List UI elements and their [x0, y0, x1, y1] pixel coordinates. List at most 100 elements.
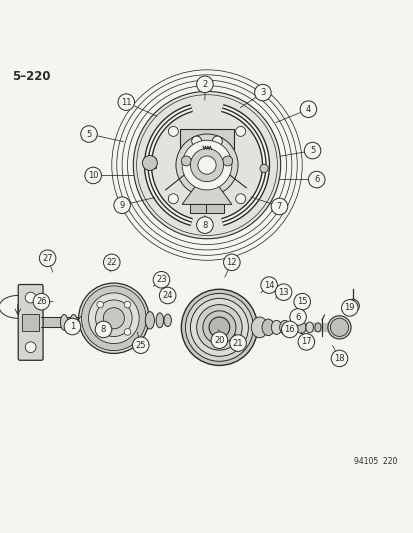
Circle shape: [223, 254, 240, 271]
Text: 3: 3: [260, 88, 265, 97]
Circle shape: [185, 293, 253, 361]
Circle shape: [341, 300, 357, 316]
Circle shape: [293, 293, 310, 310]
Ellipse shape: [261, 319, 274, 336]
Circle shape: [308, 171, 324, 188]
Text: 26: 26: [36, 297, 47, 306]
Circle shape: [114, 197, 130, 214]
Text: 9: 9: [119, 201, 124, 209]
Circle shape: [259, 164, 268, 173]
Circle shape: [190, 149, 223, 182]
Circle shape: [209, 317, 229, 338]
Circle shape: [190, 298, 248, 357]
Ellipse shape: [60, 314, 68, 330]
Bar: [144, 158, 155, 168]
Circle shape: [299, 101, 316, 117]
Circle shape: [196, 304, 242, 350]
Circle shape: [142, 156, 157, 171]
Circle shape: [345, 299, 358, 312]
Text: 8: 8: [101, 325, 106, 334]
Text: 13: 13: [278, 288, 288, 297]
Circle shape: [235, 194, 245, 204]
Text: 25: 25: [135, 341, 146, 350]
Circle shape: [168, 194, 178, 204]
Circle shape: [330, 318, 348, 336]
Circle shape: [103, 308, 124, 329]
Text: 10: 10: [88, 171, 98, 180]
Text: 11: 11: [121, 98, 131, 107]
FancyBboxPatch shape: [18, 285, 43, 360]
Circle shape: [289, 309, 306, 325]
Text: 18: 18: [333, 354, 344, 363]
Circle shape: [95, 300, 132, 336]
Circle shape: [275, 284, 291, 301]
Circle shape: [95, 321, 112, 338]
Ellipse shape: [70, 314, 77, 330]
Circle shape: [118, 94, 134, 110]
Text: 2: 2: [202, 80, 207, 89]
Circle shape: [202, 311, 235, 344]
Text: 21: 21: [232, 338, 243, 348]
Ellipse shape: [305, 322, 313, 333]
Circle shape: [25, 292, 36, 303]
Text: 8: 8: [202, 221, 207, 230]
Circle shape: [81, 286, 146, 351]
Circle shape: [181, 156, 191, 166]
Text: 12: 12: [226, 258, 237, 267]
Bar: [189, 204, 207, 213]
Bar: [180, 130, 233, 149]
Circle shape: [281, 321, 297, 338]
Bar: [22, 314, 39, 330]
Circle shape: [297, 334, 314, 350]
Ellipse shape: [296, 321, 305, 334]
Bar: [206, 204, 224, 213]
Circle shape: [211, 332, 227, 349]
Circle shape: [97, 329, 103, 335]
Text: 5–220: 5–220: [12, 70, 51, 83]
Ellipse shape: [288, 321, 297, 334]
Circle shape: [103, 254, 120, 271]
Circle shape: [254, 84, 271, 101]
Text: 7: 7: [276, 202, 281, 211]
Text: 6: 6: [313, 175, 318, 184]
Circle shape: [212, 136, 222, 146]
Circle shape: [153, 271, 169, 288]
Circle shape: [85, 167, 101, 184]
Text: 24: 24: [162, 291, 173, 300]
Circle shape: [168, 126, 178, 136]
Circle shape: [124, 301, 131, 308]
Circle shape: [304, 142, 320, 159]
Circle shape: [64, 318, 81, 335]
Text: 5: 5: [309, 146, 314, 155]
Ellipse shape: [251, 317, 267, 338]
Circle shape: [176, 134, 237, 196]
Circle shape: [181, 289, 257, 366]
Circle shape: [97, 301, 103, 308]
Circle shape: [78, 283, 149, 353]
Ellipse shape: [145, 312, 154, 329]
Text: 5: 5: [86, 130, 91, 139]
Ellipse shape: [279, 320, 289, 334]
Ellipse shape: [314, 323, 320, 332]
Circle shape: [88, 293, 139, 344]
Circle shape: [271, 198, 287, 215]
Circle shape: [124, 329, 131, 335]
Ellipse shape: [164, 314, 171, 327]
Circle shape: [25, 342, 36, 353]
Text: 14: 14: [263, 281, 274, 289]
Circle shape: [132, 337, 149, 353]
Text: 20: 20: [214, 336, 224, 345]
Circle shape: [196, 76, 213, 93]
Circle shape: [197, 156, 216, 174]
Text: 19: 19: [344, 303, 354, 312]
Circle shape: [182, 140, 231, 190]
Circle shape: [222, 156, 232, 166]
Text: 22: 22: [106, 258, 117, 267]
Text: 27: 27: [42, 254, 53, 263]
Ellipse shape: [156, 313, 163, 328]
Text: 4: 4: [305, 104, 310, 114]
Polygon shape: [182, 182, 231, 204]
Circle shape: [260, 277, 277, 293]
Circle shape: [196, 217, 213, 233]
Text: 17: 17: [300, 337, 311, 346]
